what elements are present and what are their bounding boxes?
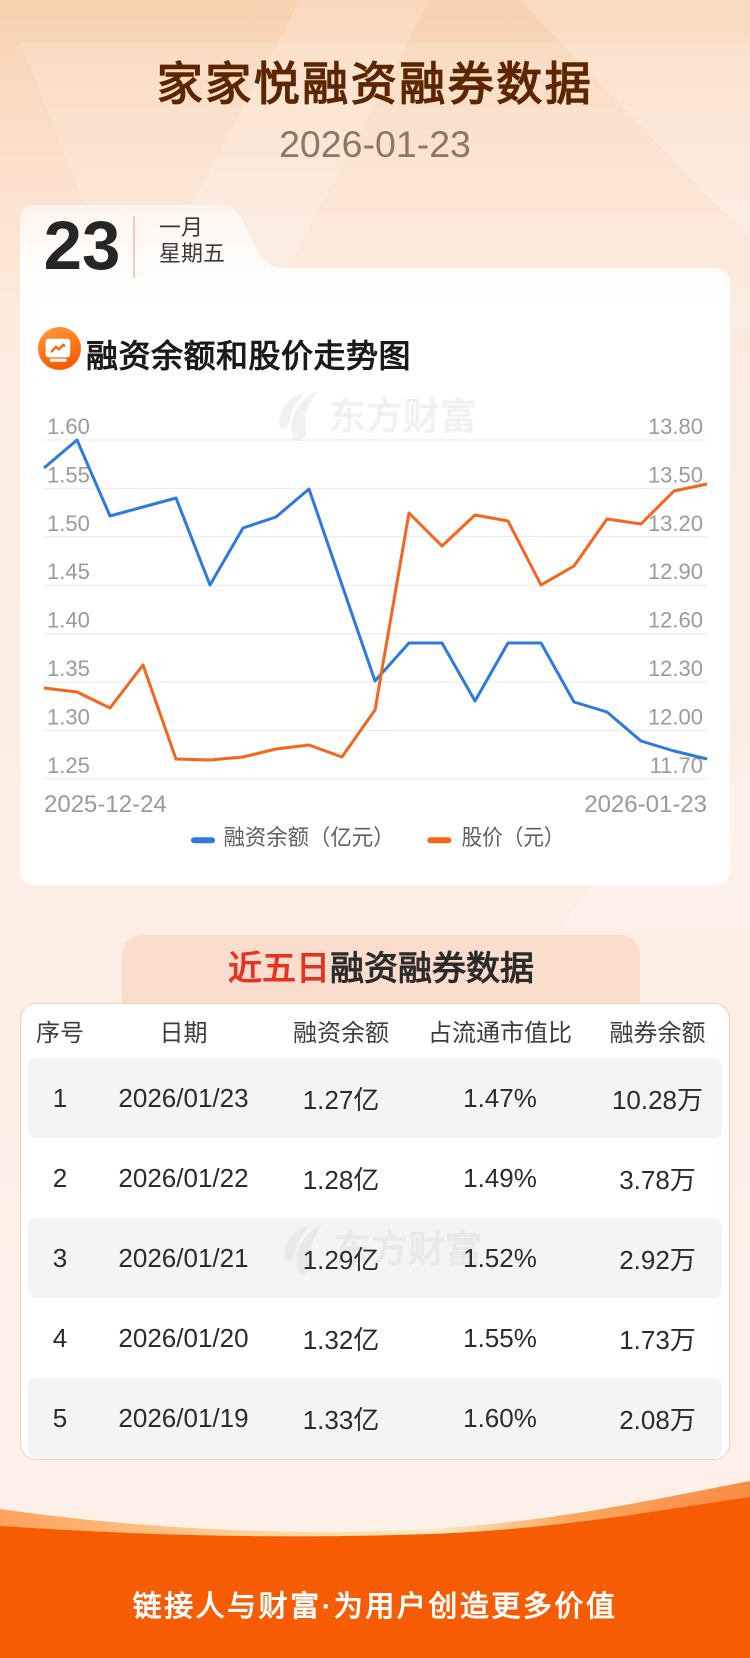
svg-text:1.45: 1.45 <box>47 559 90 584</box>
svg-text:12.30: 12.30 <box>648 656 703 681</box>
svg-text:2025-12-24: 2025-12-24 <box>44 791 167 818</box>
svg-text:1.25: 1.25 <box>47 753 90 778</box>
svg-text:股价（元）: 股价（元） <box>462 825 565 850</box>
svg-text:1.50: 1.50 <box>47 511 90 536</box>
svg-text:1.60: 1.60 <box>47 414 90 439</box>
svg-text:东方财富: 东方财富 <box>329 395 477 437</box>
svg-text:13.50: 13.50 <box>648 462 703 487</box>
svg-text:1.55: 1.55 <box>47 462 90 487</box>
svg-text:13.20: 13.20 <box>648 511 703 536</box>
svg-text:2026-01-23: 2026-01-23 <box>584 791 707 818</box>
svg-text:1.35: 1.35 <box>47 656 90 681</box>
svg-text:1.40: 1.40 <box>47 608 90 633</box>
svg-text:东方财富: 东方财富 <box>334 1228 482 1270</box>
svg-text:13.80: 13.80 <box>648 414 703 439</box>
svg-text:1.30: 1.30 <box>47 704 90 729</box>
svg-text:融资余额（亿元）: 融资余额（亿元） <box>224 825 395 850</box>
svg-text:12.00: 12.00 <box>648 704 703 729</box>
svg-text:12.60: 12.60 <box>648 608 703 633</box>
svg-text:12.90: 12.90 <box>648 559 703 584</box>
